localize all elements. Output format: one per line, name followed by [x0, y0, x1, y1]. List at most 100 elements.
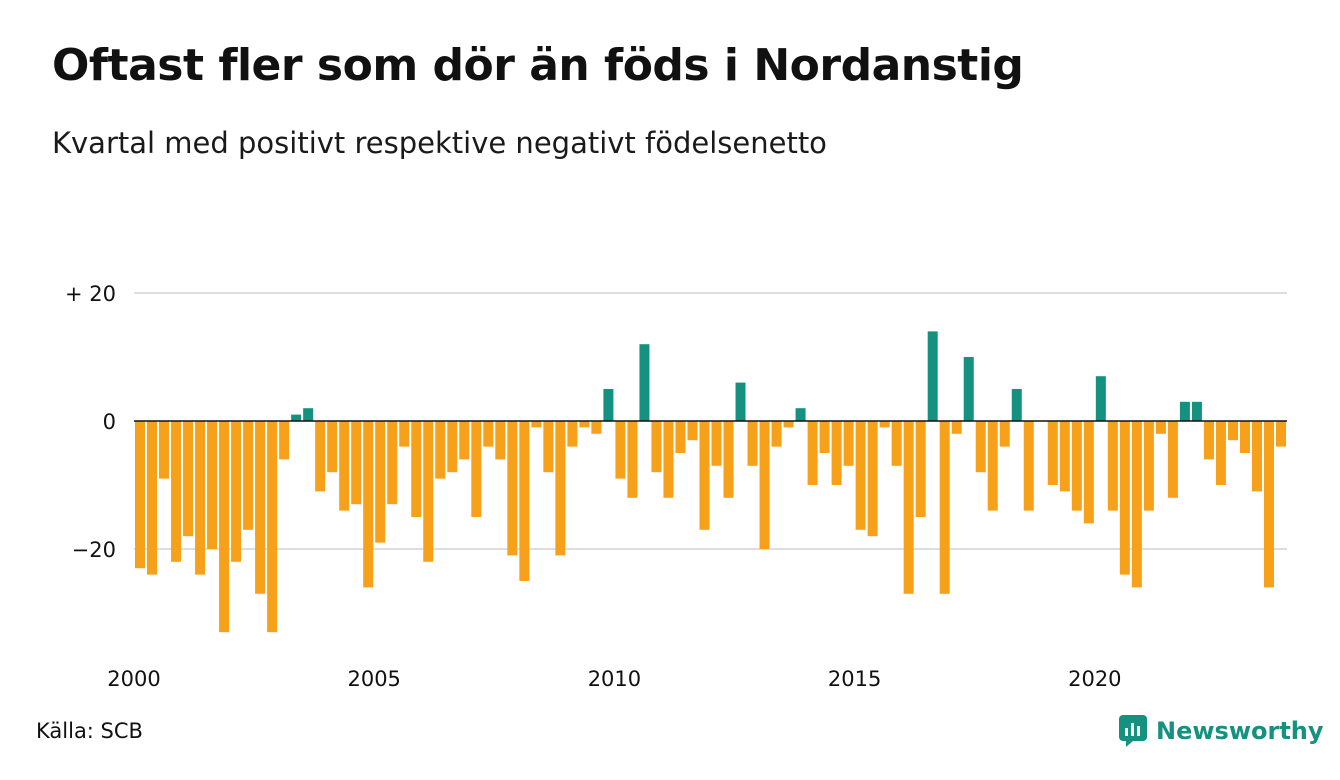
bar	[483, 421, 494, 447]
bar	[1263, 421, 1274, 588]
bar	[1275, 421, 1286, 447]
bar	[771, 421, 782, 447]
bar	[327, 421, 338, 473]
bar	[135, 421, 146, 569]
bar	[591, 421, 602, 434]
bar	[147, 421, 158, 575]
bar	[1215, 421, 1226, 485]
bar	[795, 408, 806, 421]
bar	[1131, 421, 1142, 588]
bar	[207, 421, 218, 549]
bar	[663, 421, 674, 498]
bar	[735, 382, 746, 421]
bar	[939, 421, 950, 594]
bar	[675, 421, 686, 453]
x-tick-label: 2000	[107, 667, 160, 691]
newsworthy-chart-bubble-icon	[1119, 715, 1147, 747]
bar	[363, 421, 374, 588]
bar	[867, 421, 878, 537]
bar	[195, 421, 206, 575]
source-note: Källa: SCB	[36, 719, 143, 743]
y-tick-label: −20	[72, 538, 116, 562]
bars	[135, 331, 1286, 633]
bar	[1203, 421, 1214, 460]
bar	[471, 421, 482, 517]
bar	[915, 421, 926, 517]
x-tick-label: 2015	[828, 667, 881, 691]
bar	[303, 408, 314, 421]
bar	[1083, 421, 1094, 524]
chart-subtitle: Kvartal med positivt respektive negativt…	[52, 126, 827, 160]
bar	[243, 421, 254, 530]
bar	[1071, 421, 1082, 511]
brand-name: Newsworthy	[1156, 717, 1324, 745]
bar	[639, 344, 650, 421]
gridlines	[134, 292, 1287, 550]
y-tick-label: + 20	[65, 282, 116, 306]
bar	[975, 421, 986, 473]
bar	[1119, 421, 1130, 575]
bar	[411, 421, 422, 517]
bar	[855, 421, 866, 530]
bar	[267, 421, 278, 633]
bar	[1239, 421, 1250, 453]
bar	[699, 421, 710, 530]
bar	[567, 421, 578, 447]
bar	[963, 357, 974, 421]
bar	[423, 421, 434, 562]
bar	[951, 421, 962, 434]
bar	[651, 421, 662, 473]
bar	[315, 421, 326, 492]
bar	[1143, 421, 1154, 511]
y-axis-labels: + 20 0 −20	[65, 282, 116, 562]
bar	[159, 421, 170, 479]
bar	[807, 421, 818, 485]
bar	[879, 421, 890, 428]
bar	[723, 421, 734, 498]
bar	[903, 421, 914, 594]
bar	[1251, 421, 1262, 492]
bar	[255, 421, 266, 594]
bar	[1047, 421, 1058, 485]
bar	[543, 421, 554, 473]
bar	[927, 331, 938, 421]
x-tick-label: 2005	[347, 667, 400, 691]
bar	[219, 421, 230, 633]
bar	[351, 421, 362, 505]
bar	[831, 421, 842, 485]
bar	[579, 421, 590, 428]
bar	[279, 421, 290, 460]
bar	[291, 414, 302, 421]
bar	[531, 421, 542, 428]
x-tick-label: 2020	[1068, 667, 1121, 691]
bar	[555, 421, 566, 556]
bar	[1011, 389, 1022, 421]
bar	[843, 421, 854, 466]
bar	[231, 421, 242, 562]
bar	[615, 421, 626, 479]
x-tick-label: 2010	[588, 667, 641, 691]
bar	[999, 421, 1010, 447]
bar	[375, 421, 386, 543]
bar	[987, 421, 998, 511]
chart-title: Oftast fler som dör än föds i Nordanstig	[52, 40, 1024, 91]
bar	[171, 421, 182, 562]
bar	[1107, 421, 1118, 511]
bar-chart: + 20 0 −20 2000 2005 2010 2015 2020	[65, 282, 1287, 691]
y-tick-label: 0	[103, 410, 116, 434]
bar	[387, 421, 398, 505]
brand-logo: Newsworthy	[1118, 714, 1324, 748]
bar	[1023, 421, 1034, 511]
bar	[183, 421, 194, 537]
bar	[687, 421, 698, 441]
bar	[1095, 376, 1106, 421]
bar	[819, 421, 830, 453]
bar	[1059, 421, 1070, 492]
x-axis-labels: 2000 2005 2010 2015 2020	[107, 667, 1121, 691]
bar	[1227, 421, 1238, 441]
bar	[495, 421, 506, 460]
bar	[459, 421, 470, 460]
bar	[399, 421, 410, 447]
bar	[783, 421, 794, 428]
bar	[747, 421, 758, 466]
